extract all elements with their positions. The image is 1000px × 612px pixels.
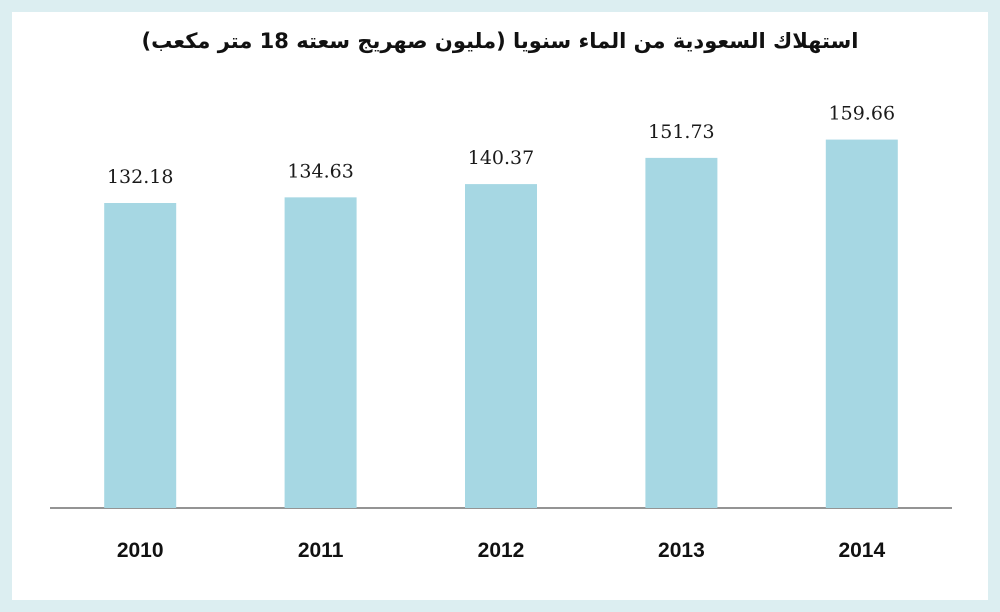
data-label-2012: 140.37 — [468, 147, 534, 169]
x-tick-label-2013: 2013 — [658, 539, 705, 562]
data-labels-group: 132.18 134.63 140.37 151.73 159.66 — [107, 103, 895, 188]
x-tick-label-2014: 2014 — [838, 539, 885, 562]
x-tick-label-2011: 2011 — [298, 539, 344, 562]
chart-title: استهلاك السعودية من الماء سنويا (مليون ص… — [142, 29, 859, 53]
data-label-2010: 132.18 — [107, 166, 173, 188]
bars-group — [104, 139, 898, 509]
data-label-2013: 151.73 — [648, 121, 714, 143]
bar-2012 — [465, 184, 537, 508]
bar-2014 — [825, 139, 898, 509]
x-tick-label-2012: 2012 — [478, 539, 525, 562]
x-tick-label-2010: 2010 — [117, 539, 164, 562]
x-tick-labels-group: 2010 2011 2012 2013 2014 — [117, 539, 886, 562]
bar-2011 — [284, 197, 357, 508]
bar-2013 — [645, 157, 718, 508]
data-label-2014: 159.66 — [829, 103, 895, 125]
bar-2010 — [104, 203, 177, 508]
data-label-2011: 134.63 — [287, 160, 353, 182]
